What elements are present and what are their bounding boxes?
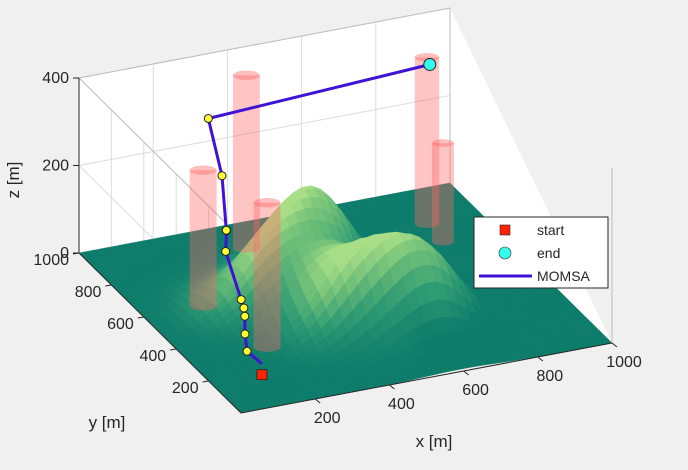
waypoint — [239, 303, 249, 313]
waypoint — [217, 171, 227, 181]
x-tick — [314, 398, 321, 404]
obstacle-cylinders — [189, 53, 454, 352]
end-marker — [423, 57, 437, 71]
waypoint — [236, 295, 246, 305]
cylinder-body — [189, 170, 217, 311]
y-tick — [202, 380, 209, 383]
legend-start-symbol — [499, 224, 511, 236]
x-tick-label: 1000 — [606, 354, 642, 371]
obstacle-cylinder — [253, 198, 281, 352]
x-tick-label: 200 — [314, 410, 341, 427]
cylinder-top — [253, 198, 281, 208]
terrain-surface — [78, 182, 613, 414]
x-axis-line — [240, 342, 613, 414]
obstacle-cylinder — [431, 139, 454, 246]
waypoint — [240, 329, 250, 339]
y-tick-label: 1000 — [33, 252, 69, 269]
legend-start-label: start — [537, 222, 564, 238]
y-tick — [105, 284, 112, 287]
cylinder-top — [189, 165, 217, 175]
z-tick-label: 400 — [42, 70, 69, 87]
y-axis-label: y [m] — [89, 413, 126, 432]
y-tick-label: 200 — [172, 380, 199, 397]
y-axis-line — [78, 252, 242, 414]
x-tick — [463, 370, 469, 376]
waypoint — [240, 311, 250, 321]
cylinder-top — [232, 70, 260, 81]
y-tick-label: 600 — [107, 316, 134, 333]
cylinder-body — [232, 75, 260, 253]
legend-end-symbol — [498, 246, 512, 260]
start-marker — [256, 369, 268, 381]
x-tick-label: 600 — [462, 382, 489, 399]
obstacle-cylinder — [189, 165, 217, 311]
x-tick-label: 800 — [536, 368, 563, 385]
z-axis-label: z [m] — [4, 162, 23, 199]
x-tick — [537, 356, 544, 362]
y-tick-label: 400 — [139, 348, 166, 365]
y-tick — [170, 348, 177, 351]
obstacle-cylinder — [232, 70, 260, 253]
cylinder-body — [253, 202, 281, 352]
legend-momsa-label: MOMSA — [537, 268, 591, 284]
x-axis-label: x [m] — [416, 432, 453, 451]
legend: start end MOMSA — [473, 216, 609, 289]
path-series-momsa — [203, 57, 437, 381]
y-tick — [137, 316, 144, 319]
y-tick-label: 800 — [75, 284, 102, 301]
cylinder-top — [431, 139, 454, 147]
cylinder-body — [414, 57, 440, 228]
z-tick-label: 200 — [42, 158, 69, 175]
waypoint — [242, 346, 252, 356]
legend-end-label: end — [537, 245, 560, 261]
waypoint — [221, 225, 231, 235]
cylinder-body — [431, 143, 454, 246]
x-tick — [611, 342, 618, 348]
waypoint — [221, 246, 231, 256]
x-tick — [389, 384, 395, 390]
x-tick-label: 400 — [388, 396, 415, 413]
z-tick-label: 0 — [60, 245, 69, 262]
waypoint — [203, 114, 213, 124]
